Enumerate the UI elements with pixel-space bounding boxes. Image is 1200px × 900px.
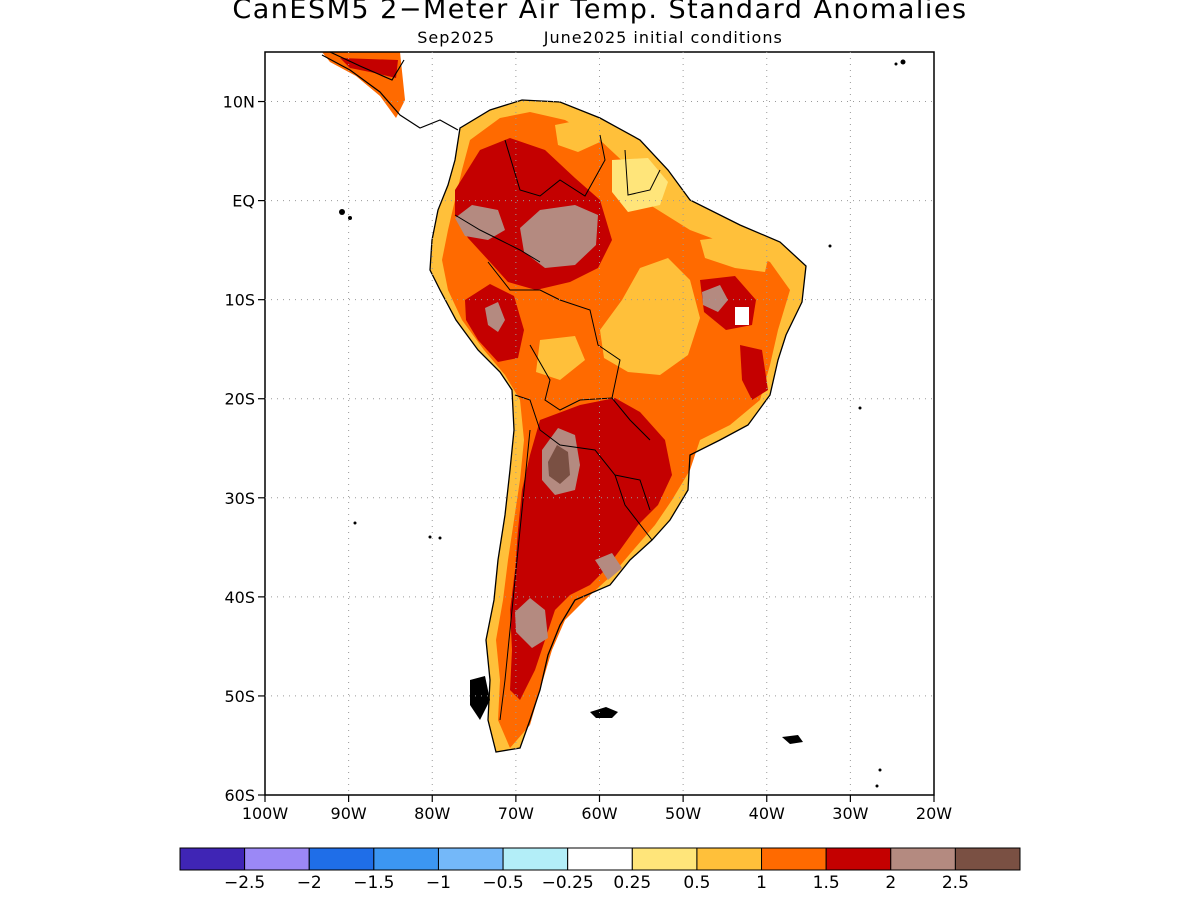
- colorbar-swatch: [373, 847, 439, 871]
- colorbar-swatch: [244, 847, 310, 871]
- colorbar-swatch: [825, 847, 892, 871]
- longitude-tick-label: 50W: [665, 804, 701, 823]
- latitude-tick-label: 10N: [223, 93, 255, 112]
- colorbar-swatch: [308, 847, 375, 871]
- latitude-tick-label: 10S: [224, 291, 255, 310]
- longitude-labels: 100W 90W 80W 70W 60W 50W 40W 30W 20W: [242, 795, 952, 823]
- colorbar-labels: −2.5 −2 −1.5 −1 −0.5 −0.25 0.25 0.5 1 1.5 2 2.5: [224, 873, 969, 893]
- anomaly-patch-venezuela-coast: [555, 118, 600, 152]
- colorbar-label: 1: [756, 873, 767, 893]
- colorbar-label: 2: [885, 873, 896, 893]
- longitude-tick-label: 30W: [832, 804, 868, 823]
- colorbar-swatch: [954, 847, 1021, 871]
- colorbar-swatch: [761, 847, 827, 871]
- anomaly-max-amazon: [520, 205, 598, 268]
- longitude-tick-label: 90W: [331, 804, 367, 823]
- longitude-tick-label: 20W: [916, 804, 952, 823]
- country-borders: [454, 134, 661, 721]
- map-subtitle: Sep2025 June2025 initial conditions: [417, 28, 783, 47]
- map-area: [265, 52, 934, 795]
- longitude-tick-label: 40W: [749, 804, 785, 823]
- anomaly-patch-northeast-brazil: [700, 235, 770, 272]
- latitude-labels: 10N EQ 10S 20S 30S 40S 50S 60S: [223, 93, 265, 805]
- colorbar-label: 1.5: [813, 873, 840, 893]
- longitude-tick-label: 80W: [414, 804, 450, 823]
- colorbar-label: −1.5: [353, 873, 394, 893]
- colorbar-swatch: [631, 847, 698, 871]
- islands: [339, 59, 906, 788]
- anomaly-max-pampas: [595, 553, 622, 580]
- colorbar-label: −0.25: [542, 873, 594, 893]
- colorbar-label: −2.5: [224, 873, 265, 893]
- colorbar-swatch: [437, 847, 504, 871]
- colorbar-label: −0.5: [482, 873, 523, 893]
- anomaly-max-ecuador: [455, 205, 505, 240]
- anomaly-patch-central-brazil: [600, 258, 700, 375]
- longitude-tick-label: 100W: [242, 804, 289, 823]
- colorbar-swatch: [567, 847, 633, 871]
- longitude-tick-label: 70W: [498, 804, 534, 823]
- colorbar-swatch: [502, 847, 569, 871]
- anomaly-max-peru: [485, 302, 505, 332]
- colorbar: [179, 847, 1021, 871]
- map-title: CanESM5 2−Meter Air Temp. Standard Anoma…: [232, 0, 968, 25]
- colorbar-label: −2: [297, 873, 322, 893]
- anomaly-max-patagonia: [515, 598, 548, 648]
- missing-data-cell: [735, 307, 749, 325]
- colorbar-label: 0.25: [613, 873, 651, 893]
- colorbar-label: 0.5: [683, 873, 710, 893]
- latitude-tick-label: 50S: [224, 687, 255, 706]
- colorbar-swatch: [890, 847, 956, 871]
- anomaly-peak-chaco: [548, 445, 570, 484]
- latitude-tick-label: 60S: [224, 786, 255, 805]
- colorbar-label: 2.5: [942, 873, 969, 893]
- colorbar-label: −1: [426, 873, 451, 893]
- colorbar-swatch: [179, 847, 246, 871]
- latitude-tick-label: 40S: [224, 588, 255, 607]
- anomaly-region-red-bahia: [740, 345, 768, 400]
- colorbar-swatch: [696, 847, 763, 871]
- latitude-tick-label: 30S: [224, 489, 255, 508]
- coastline: [429, 99, 807, 753]
- latitude-tick-label: 20S: [224, 390, 255, 409]
- longitude-tick-label: 60W: [581, 804, 617, 823]
- central-america-coast: [321, 52, 459, 131]
- latitude-tick-label: EQ: [232, 192, 255, 211]
- anomaly-max-brazil: [702, 285, 728, 312]
- anomaly-patch-bolivia: [536, 336, 585, 380]
